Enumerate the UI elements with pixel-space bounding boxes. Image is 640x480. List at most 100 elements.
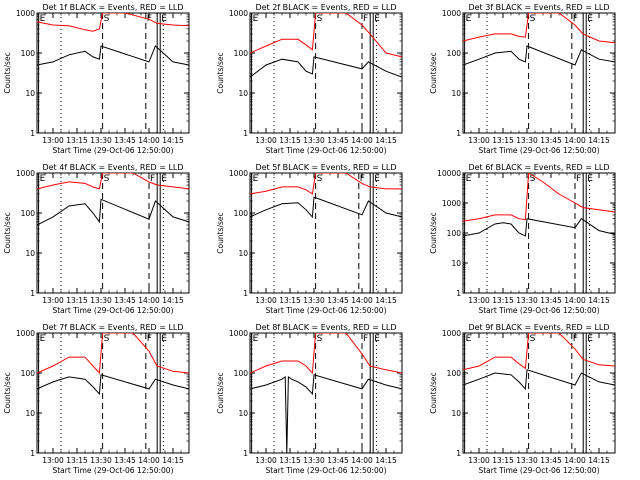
marker-label: E <box>40 334 46 344</box>
x-tick-label: 13:15 <box>279 136 301 145</box>
marker-label: E <box>587 174 593 184</box>
y-tick-label: 100 <box>21 49 36 58</box>
chart-title: Det 5f BLACK = Events, RED = LLD <box>255 163 396 172</box>
marker-label: F <box>363 334 368 344</box>
y-tick-label: 100 <box>447 229 462 238</box>
y-tick-label: 1000 <box>229 329 248 338</box>
y-tick-label: 10 <box>451 409 461 418</box>
x-tick-label: 13:15 <box>66 456 88 465</box>
y-tick-label: 1 <box>243 129 248 138</box>
marker-label: F <box>576 174 581 184</box>
y-tick-label: 100 <box>21 209 36 218</box>
x-axis-label: Start Time (29-Oct-06 12:50:00) <box>52 146 173 155</box>
y-tick-label: 10 <box>451 89 461 98</box>
marker-label: S <box>317 174 323 184</box>
marker-label: S <box>317 14 323 24</box>
chart-panel-1: Det 1f BLACK = Events, RED = LLD 1 10 100 10… <box>3 3 190 155</box>
y-tick-label: 1000 <box>229 169 248 178</box>
x-tick-label: 14:00 <box>564 456 586 465</box>
y-tick-label: 1000 <box>229 9 248 18</box>
marker-label: F <box>147 334 152 344</box>
x-axis-label: Start Time (29-Oct-06 12:50:00) <box>52 306 173 315</box>
chart-panel-6: Det 6f BLACK = Events, RED = LLD 1 10 100 10… <box>429 163 616 315</box>
series-line-events <box>463 218 615 237</box>
marker-label: E <box>161 14 167 24</box>
chart-title: Det 3f BLACK = Events, RED = LLD <box>468 3 609 12</box>
chart-panel-5: Det 5f BLACK = Events, RED = LLD 1 10 100 10… <box>216 163 403 315</box>
x-tick-label: 13:30 <box>303 136 325 145</box>
marker-label: E <box>40 174 46 184</box>
x-axis-label: Start Time (29-Oct-06 12:50:00) <box>265 146 386 155</box>
series-line-lld <box>37 13 189 32</box>
y-tick-label: 10 <box>238 89 248 98</box>
plot-frame <box>249 332 403 454</box>
x-tick-label: 13:00 <box>255 456 277 465</box>
x-tick-label: 13:00 <box>255 136 277 145</box>
marker-label: F <box>360 174 365 184</box>
plot-frame <box>36 172 190 294</box>
plot-frame <box>36 12 190 134</box>
chart-title: Det 8f BLACK = Events, RED = LLD <box>255 323 396 332</box>
x-tick-label: 13:15 <box>492 136 514 145</box>
x-tick-label: 13:00 <box>42 136 64 145</box>
series-line-events <box>37 45 189 66</box>
series-line-lld <box>250 13 402 58</box>
x-tick-label: 13:15 <box>492 456 514 465</box>
plot-frame <box>249 12 403 134</box>
y-tick-label: 1000 <box>16 329 35 338</box>
x-tick-label: 13:30 <box>516 136 538 145</box>
y-axis-label: Counts/sec <box>216 372 225 413</box>
y-axis-label: Counts/sec <box>3 372 12 413</box>
y-tick-label: 100 <box>234 209 249 218</box>
marker-label: E <box>587 334 593 344</box>
plot-frame <box>462 172 616 294</box>
x-tick-label: 13:00 <box>468 296 490 305</box>
y-axis-label: Counts/sec <box>216 212 225 253</box>
y-tick-label: 1 <box>243 449 248 458</box>
x-tick-label: 13:15 <box>66 136 88 145</box>
marker-label: E <box>466 334 472 344</box>
y-axis-label: Counts/sec <box>429 212 438 253</box>
y-tick-label: 100 <box>234 369 249 378</box>
x-tick-label: 14:00 <box>138 136 160 145</box>
x-tick-label: 14:00 <box>138 296 160 305</box>
x-tick-label: 13:45 <box>540 296 562 305</box>
x-axis-label: Start Time (29-Oct-06 12:50:00) <box>52 466 173 475</box>
x-tick-label: 13:15 <box>279 456 301 465</box>
chart-panel-8: Det 8f BLACK = Events, RED = LLD 1 10 100 10… <box>216 323 403 475</box>
x-tick-label: 14:00 <box>351 296 373 305</box>
y-tick-label: 100 <box>447 369 462 378</box>
marker-label: F <box>363 14 368 24</box>
x-tick-label: 14:00 <box>138 456 160 465</box>
marker-label: E <box>253 174 259 184</box>
series-line-lld <box>463 13 615 44</box>
series-line-events <box>37 374 189 396</box>
chart-panel-9: Det 9f BLACK = Events, RED = LLD 1 10 100 10… <box>429 323 616 475</box>
marker-label: E <box>253 334 259 344</box>
marker-label: S <box>530 14 536 24</box>
x-tick-label: 13:45 <box>327 136 349 145</box>
x-tick-label: 13:30 <box>90 296 112 305</box>
x-tick-label: 14:15 <box>162 136 184 145</box>
y-tick-label: 1 <box>30 129 35 138</box>
y-axis-label: Counts/sec <box>3 52 12 93</box>
y-axis-label: Counts/sec <box>429 372 438 413</box>
marker-label: E <box>374 14 380 24</box>
y-tick-label: 10 <box>238 249 248 258</box>
series-line-events <box>463 369 615 391</box>
series-line-lld <box>463 333 615 371</box>
x-axis-label: Start Time (29-Oct-06 12:50:00) <box>478 466 599 475</box>
x-tick-label: 13:45 <box>114 456 136 465</box>
x-tick-label: 14:00 <box>351 136 373 145</box>
series-line-lld <box>463 173 615 222</box>
marker-label: E <box>466 14 472 24</box>
y-tick-label: 10 <box>25 409 35 418</box>
x-tick-label: 14:15 <box>375 456 397 465</box>
chart-panel-2: Det 2f BLACK = Events, RED = LLD 1 10 100 10… <box>216 3 403 155</box>
y-axis-label: Counts/sec <box>429 52 438 93</box>
y-tick-label: 10 <box>25 249 35 258</box>
x-tick-label: 13:45 <box>114 296 136 305</box>
marker-label: S <box>317 334 323 344</box>
chart-panel-3: Det 3f BLACK = Events, RED = LLD 1 10 100 10… <box>429 3 616 155</box>
y-tick-label: 10 <box>25 89 35 98</box>
